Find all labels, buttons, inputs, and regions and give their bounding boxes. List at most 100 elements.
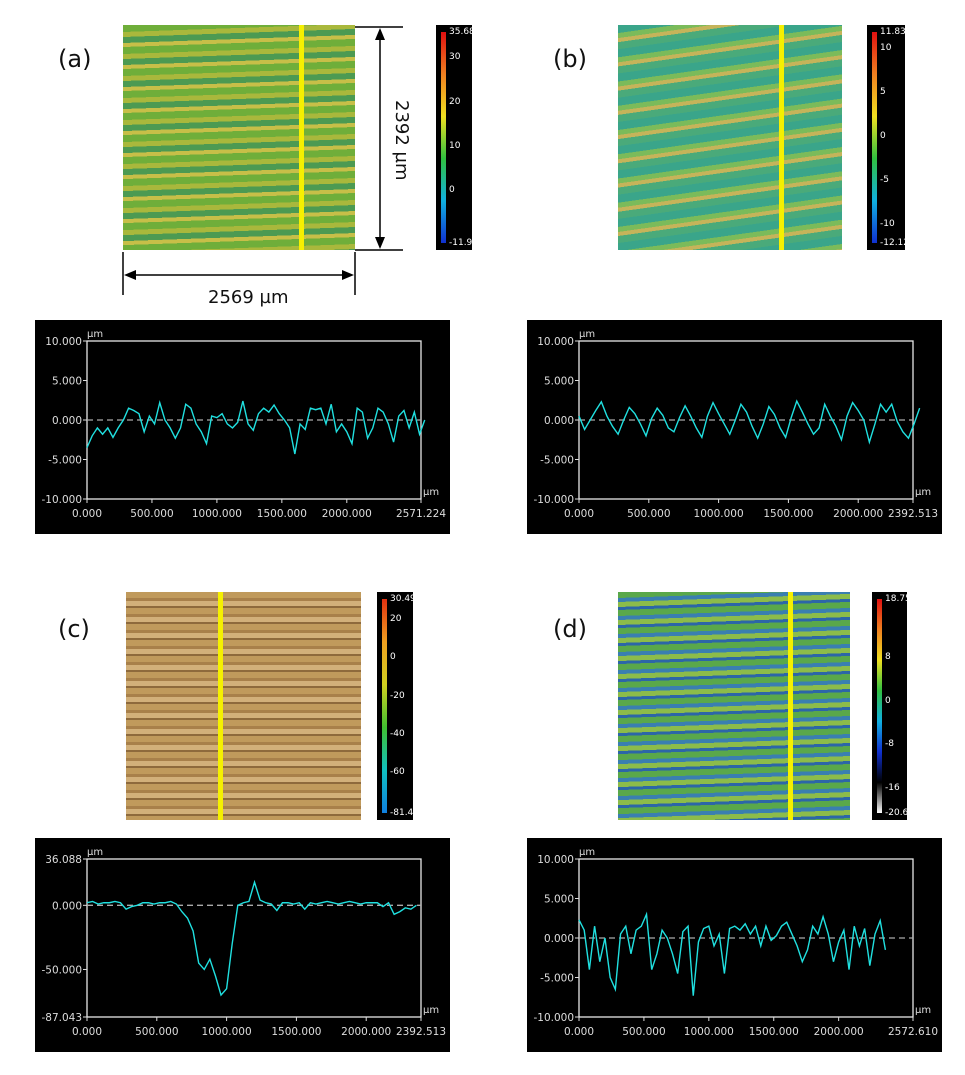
profile-series-line: [578, 911, 887, 996]
colorbar-tick-label: 18.757µm: [885, 594, 931, 604]
y-tick-label: 0.000: [544, 415, 574, 427]
x-tick-label: 0.000: [72, 508, 102, 520]
profile-series-line: [86, 399, 426, 455]
colorbar-tick-label: 20: [390, 614, 402, 625]
y-tick-label: 5.000: [52, 376, 82, 388]
x-tick-label: 2000.000: [833, 508, 883, 520]
x-tick-label: 2392.513: [396, 1026, 446, 1038]
colorbar-tick-label: 30: [449, 52, 461, 63]
colorbar-tick-label: -20: [390, 690, 405, 701]
y-tick-label: 10.000: [45, 336, 82, 348]
surface-map-d: [618, 592, 850, 820]
x-tick-label: 1500.000: [257, 508, 307, 520]
colorbar-tick-label: 8: [885, 652, 891, 663]
colorbar-tick-label: 0: [885, 695, 891, 706]
x-tick-label: 1000.000: [202, 1026, 252, 1038]
x-tick-label: 2572.610: [888, 1026, 938, 1038]
profile-line: [788, 592, 793, 820]
colorbar-tick-label: 30.492µm: [390, 594, 436, 604]
y-tick-label: 0.000: [52, 415, 82, 427]
colorbar-tick-label: -40: [390, 728, 405, 739]
y-tick-label: -5.000: [540, 973, 574, 985]
panel-label-c: (c): [58, 615, 90, 643]
x-axis-label: µm: [915, 487, 931, 498]
colorbar-tick-label: -5: [880, 175, 889, 186]
x-tick-label: 2571.224: [396, 508, 446, 520]
colorbar-tick-label: 0: [449, 185, 455, 196]
color-gradient: [872, 32, 877, 243]
color-gradient: [877, 599, 882, 813]
colorbar-b: 11.832µm -12.124 10 5 0 -5 -10: [867, 25, 926, 250]
colorbar-tick-label: -12.124: [880, 238, 915, 248]
profile-series-line: [86, 879, 417, 997]
x-tick-label: 0.000: [564, 1026, 594, 1038]
x-tick-label: 500.000: [135, 1026, 178, 1038]
y-tick-label: 0.000: [544, 933, 574, 945]
colorbar-tick-label: 35.68µm: [449, 27, 490, 37]
colorbar-tick-label: 10: [449, 140, 461, 151]
y-axis-label: µm: [87, 329, 103, 340]
x-tick-label: 500.000: [130, 508, 173, 520]
profile-line: [779, 25, 784, 250]
colorbar-tick-label: -8: [885, 739, 894, 750]
colorbar-a: 35.68µm -11.922 30 20 10 0: [436, 25, 489, 250]
profile-chart-a: 10.000 5.000 0.000 -5.000 -10.000 0.000 500.00…: [35, 320, 450, 534]
x-tick-label: 500.000: [622, 1026, 665, 1038]
y-axis-label: µm: [579, 329, 595, 340]
color-gradient: [382, 599, 387, 813]
colorbar-tick-label: 0: [390, 652, 396, 663]
colorbar-tick-label: -60: [390, 767, 405, 777]
x-tick-label: 0.000: [72, 1026, 102, 1038]
height-dimension: 2392 µm: [391, 100, 412, 181]
y-tick-label: 5.000: [544, 894, 574, 906]
profile-line: [218, 592, 223, 820]
y-axis-label: µm: [87, 847, 103, 858]
colorbar-tick-label: 20: [449, 96, 461, 107]
colorbar-tick-label: 5: [880, 87, 886, 98]
y-tick-label: 5.000: [544, 376, 574, 388]
surface-map-c: [126, 592, 361, 820]
x-tick-label: 2000.000: [322, 508, 372, 520]
colorbar-tick-label: -10: [880, 219, 895, 230]
surface-map-b: [618, 25, 842, 250]
x-tick-label: 1000.000: [694, 508, 744, 520]
x-axis-label: µm: [423, 487, 439, 498]
x-tick-label: 1500.000: [271, 1026, 321, 1038]
colorbar-tick-label: 0: [880, 131, 886, 142]
profile-chart-c: 36.088 0.000 -50.000 -87.043 0.000 500.000 100…: [35, 838, 450, 1052]
x-tick-label: 1500.000: [749, 1026, 799, 1038]
panel-label-a: (a): [58, 45, 92, 73]
dimension-arrows: [122, 26, 403, 295]
x-tick-label: 2000.000: [814, 1026, 864, 1038]
x-tick-label: 1000.000: [684, 1026, 734, 1038]
x-tick-label: 1000.000: [192, 508, 242, 520]
surface-map-a: [123, 25, 355, 250]
colorbar-tick-label: -11.922: [449, 238, 484, 248]
plot-frame: [86, 858, 422, 1018]
profile-series-line: [578, 399, 921, 445]
y-tick-label: -10.000: [41, 494, 82, 506]
width-dimension: 2569 µm: [208, 287, 289, 308]
y-tick-label: -10.000: [533, 494, 574, 506]
y-tick-label: 10.000: [537, 336, 574, 348]
profile-line: [299, 25, 304, 250]
panel-label-d: (d): [553, 615, 587, 643]
colorbar-d: 18.757µm -20.684 8 0 -8 -16: [872, 592, 931, 820]
y-axis-label: µm: [579, 847, 595, 858]
colorbar-tick-label: 10: [880, 43, 892, 54]
y-tick-label: -5.000: [540, 455, 574, 467]
x-tick-label: 2000.000: [341, 1026, 391, 1038]
colorbar-c: 30.492µm -81.446 20 0 -20 -40 -60: [377, 592, 436, 820]
y-tick-label: -87.043: [41, 1012, 82, 1024]
panel-label-b: (b): [553, 45, 587, 73]
colorbar-tick-label: -20.684: [885, 808, 920, 818]
x-tick-label: 500.000: [627, 508, 670, 520]
x-tick-label: 1500.000: [763, 508, 813, 520]
colorbar-tick-label: 11.832µm: [880, 27, 926, 37]
x-tick-label: 0.000: [564, 508, 594, 520]
y-tick-label: -10.000: [533, 1012, 574, 1024]
profile-chart-b: 10.000 5.000 0.000 -5.000 -10.000 0.000 500.00…: [527, 320, 942, 534]
profile-chart-d: 10.000 5.000 0.000 -5.000 -10.000 0.000 500.00…: [527, 838, 942, 1052]
x-tick-label: 2392.513: [888, 508, 938, 520]
color-gradient: [441, 32, 446, 243]
